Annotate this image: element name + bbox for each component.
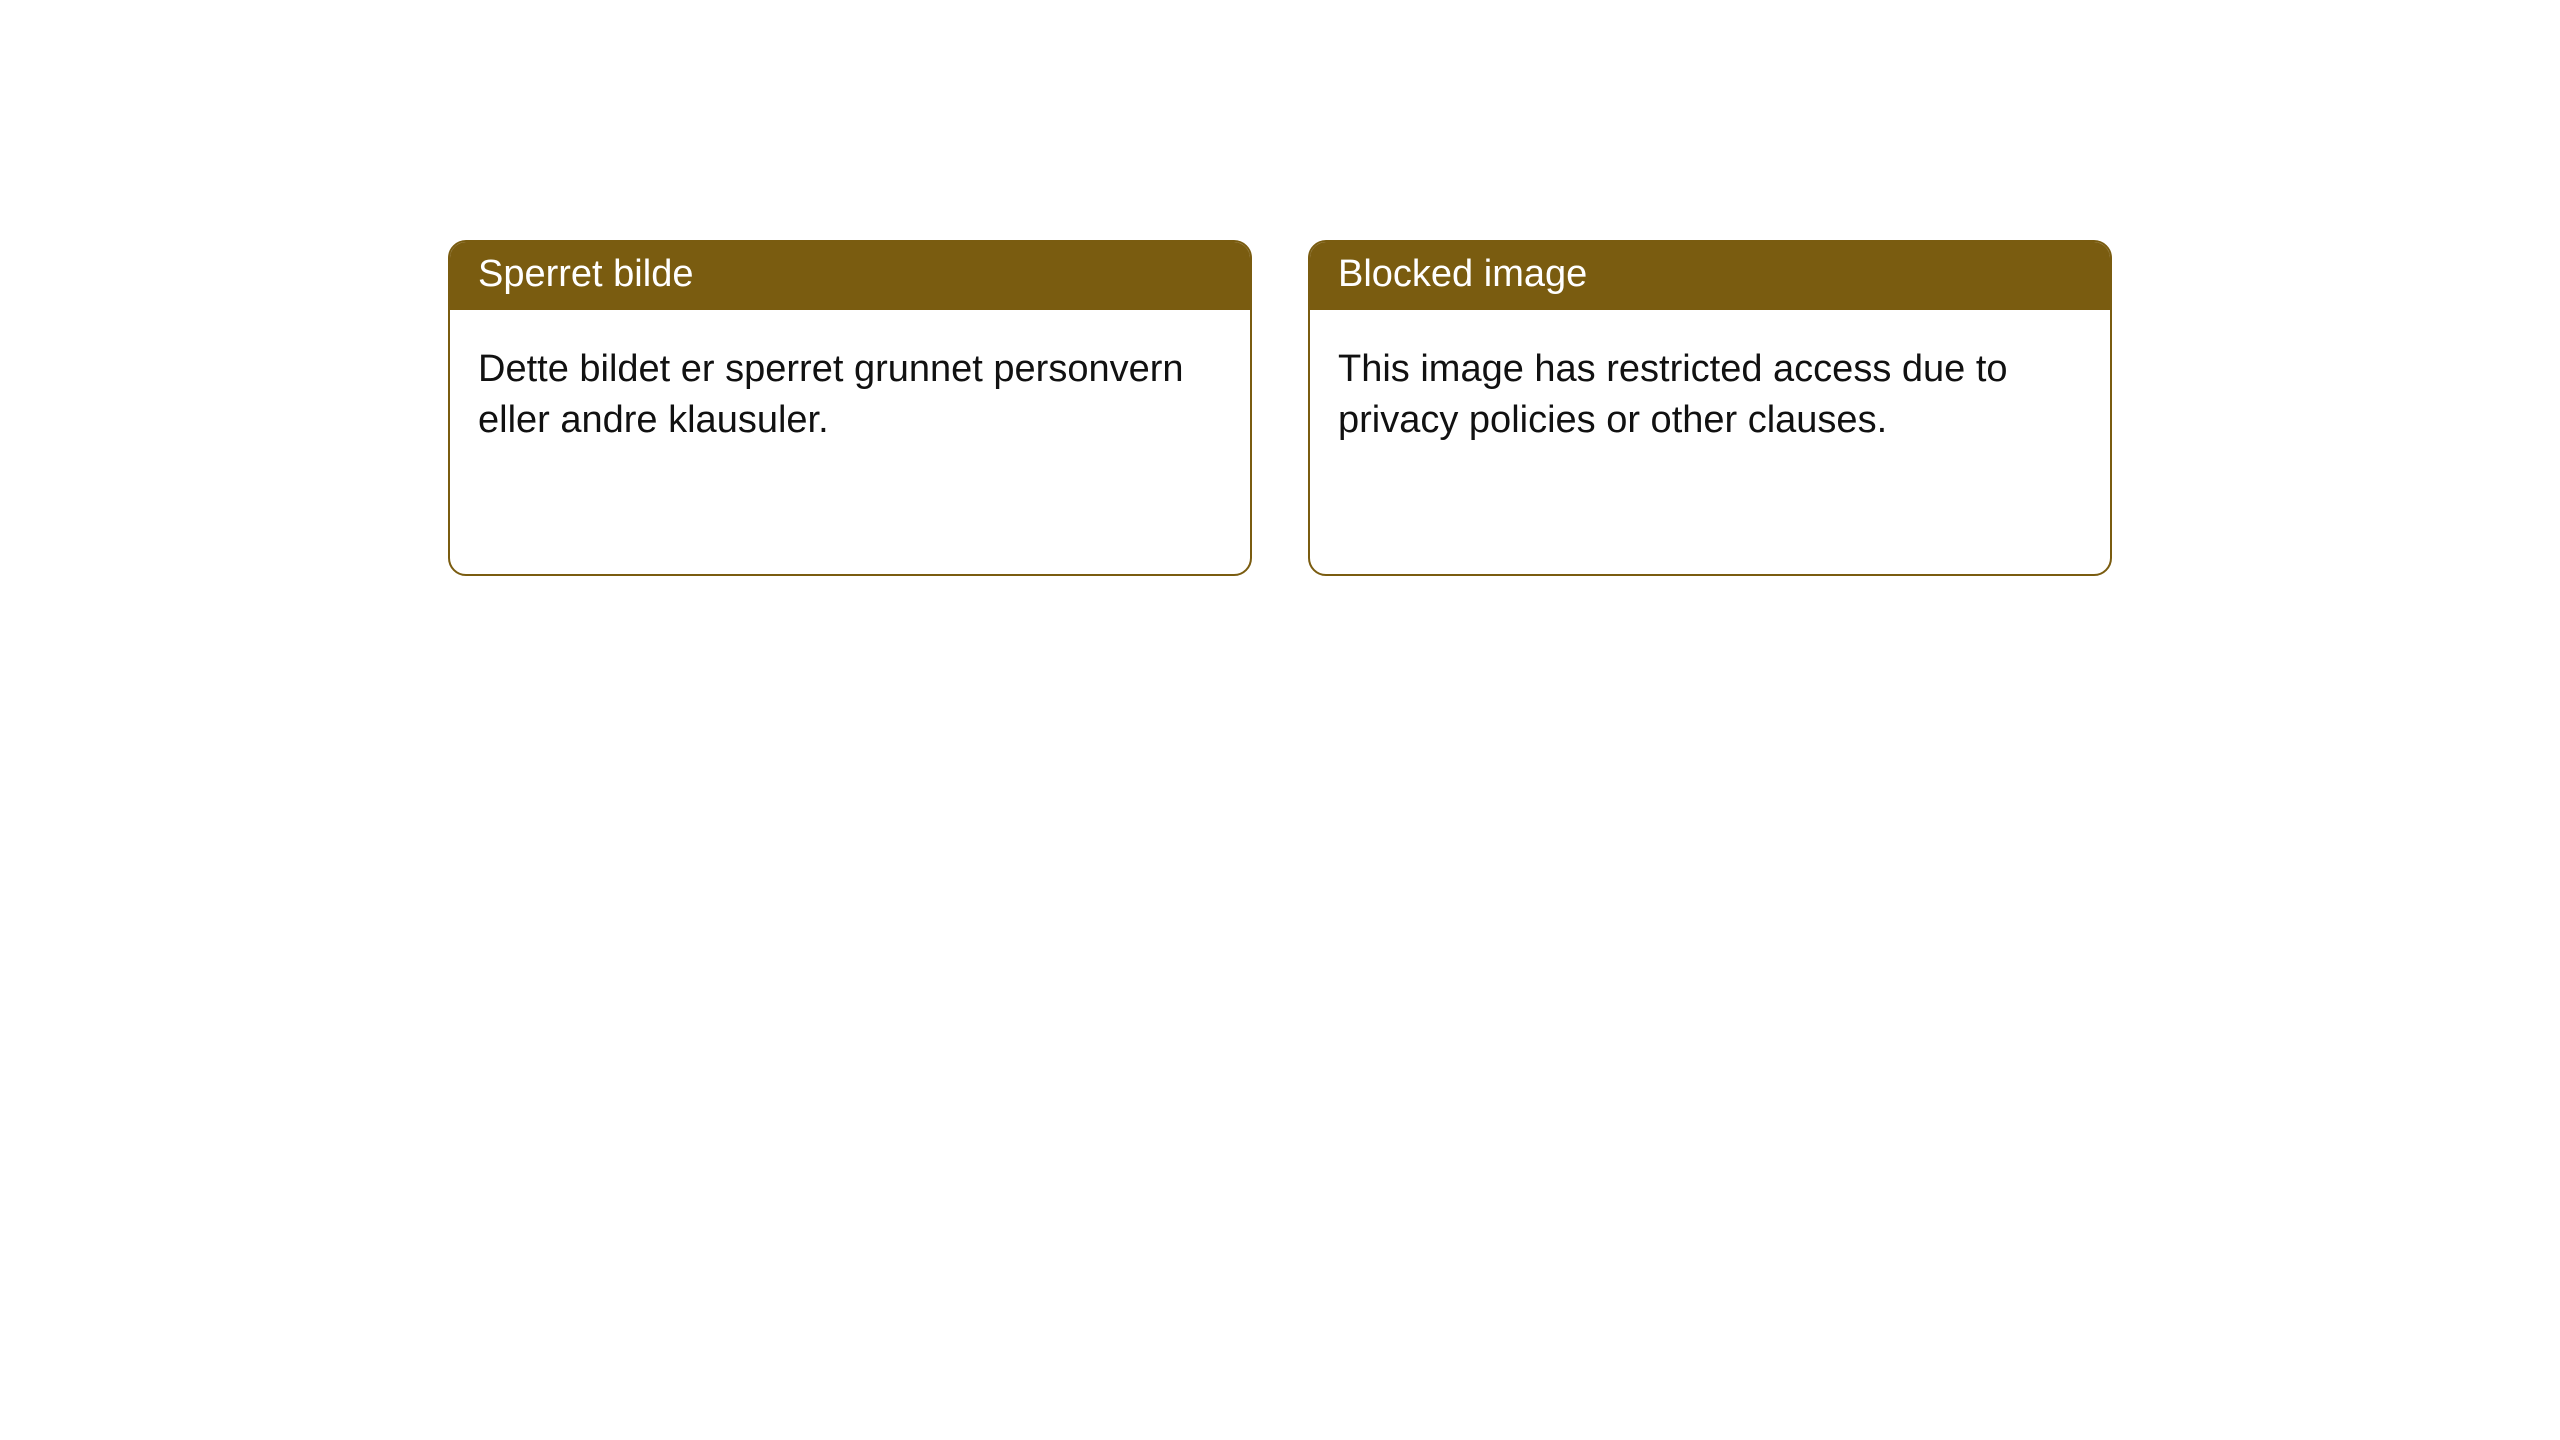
card-header-en: Blocked image (1310, 242, 2110, 310)
card-body-en: This image has restricted access due to … (1310, 310, 2110, 481)
blocked-image-card-en: Blocked image This image has restricted … (1308, 240, 2112, 576)
card-body-no: Dette bildet er sperret grunnet personve… (450, 310, 1250, 481)
blocked-image-card-no: Sperret bilde Dette bildet er sperret gr… (448, 240, 1252, 576)
card-header-no: Sperret bilde (450, 242, 1250, 310)
card-container: Sperret bilde Dette bildet er sperret gr… (0, 0, 2560, 576)
